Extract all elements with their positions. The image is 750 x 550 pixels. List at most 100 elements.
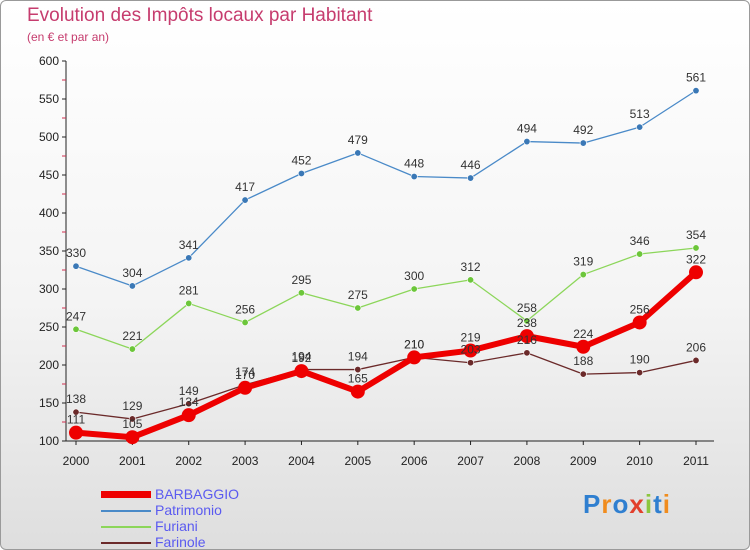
logo-letter: i xyxy=(662,489,671,519)
data-label-furiani: 281 xyxy=(179,283,199,297)
point-farinole xyxy=(467,359,475,367)
data-label-patrimonio: 304 xyxy=(122,266,142,280)
point-patrimonio xyxy=(692,87,700,95)
legend-swatch xyxy=(101,491,151,498)
point-farinole xyxy=(354,366,362,374)
point-furiani xyxy=(579,271,587,279)
data-label-furiani: 354 xyxy=(686,228,706,242)
data-label-furiani: 256 xyxy=(235,302,255,316)
y-tick-label: 500 xyxy=(39,130,59,144)
data-label-furiani: 319 xyxy=(573,255,593,269)
logo-letter: i xyxy=(644,489,654,519)
data-label-patrimonio: 446 xyxy=(461,158,481,172)
data-label-patrimonio: 341 xyxy=(179,238,199,252)
line-barbaggio xyxy=(75,270,698,441)
data-label-barbaggio: 111 xyxy=(67,413,86,427)
data-label-farinole: 203 xyxy=(461,343,481,357)
x-tick-label: 2006 xyxy=(401,454,428,468)
data-label-furiani: 275 xyxy=(348,288,368,302)
point-barbaggio xyxy=(181,408,196,423)
data-label-farinole: 138 xyxy=(66,392,86,406)
data-label-barbaggio: 224 xyxy=(573,327,593,341)
legend-swatch xyxy=(101,510,151,512)
data-label-furiani: 312 xyxy=(461,260,481,274)
logo-letter: r xyxy=(601,489,613,519)
point-furiani xyxy=(128,345,136,353)
logo-letter: x xyxy=(629,489,645,519)
x-tick-label: 2004 xyxy=(288,454,315,468)
x-tick-label: 2008 xyxy=(514,454,541,468)
legend-label: BARBAGGIO xyxy=(155,486,240,502)
point-barbaggio xyxy=(689,265,703,280)
data-label-patrimonio: 417 xyxy=(235,180,255,194)
point-farinole xyxy=(579,370,587,378)
y-tick-label: 400 xyxy=(39,206,59,220)
data-label-furiani: 295 xyxy=(291,273,311,287)
point-furiani xyxy=(241,318,249,326)
data-label-barbaggio: 105 xyxy=(122,417,142,431)
data-label-furiani: 221 xyxy=(122,329,142,343)
point-farinole xyxy=(636,369,644,377)
point-furiani xyxy=(692,244,700,252)
axes: 100 150 200 250 300 350 400 450 500 550 600 2000 200… xyxy=(39,54,714,468)
x-tick-label: 2000 xyxy=(63,454,90,468)
data-label-patrimonio: 494 xyxy=(517,122,537,136)
point-farinole xyxy=(692,356,700,364)
point-patrimonio xyxy=(241,196,249,204)
logo-letter: o xyxy=(612,489,630,519)
point-barbaggio xyxy=(519,329,534,344)
legend-swatch xyxy=(101,526,151,528)
point-patrimonio xyxy=(636,123,644,131)
point-furiani xyxy=(297,289,305,297)
point-patrimonio xyxy=(297,169,305,177)
data-label-barbaggio: 322 xyxy=(686,252,706,266)
chart-title: Evolution des Impôts locaux par Habitant xyxy=(27,5,373,26)
data-label-farinole: 206 xyxy=(686,340,706,354)
data-label-barbaggio: 219 xyxy=(461,331,481,345)
data-label-patrimonio: 492 xyxy=(573,123,593,137)
point-furiani xyxy=(467,276,475,284)
point-patrimonio xyxy=(72,262,80,270)
point-patrimonio xyxy=(185,254,193,262)
point-barbaggio xyxy=(632,315,647,330)
point-furiani xyxy=(410,285,418,293)
series-lines xyxy=(69,87,703,445)
point-patrimonio xyxy=(523,138,531,146)
y-tick-label: 200 xyxy=(39,358,59,372)
logo-letter: t xyxy=(653,489,663,519)
y-tick-label: 450 xyxy=(39,168,59,182)
data-label-patrimonio: 513 xyxy=(630,107,650,121)
proxiti-logo: Proxiti xyxy=(583,489,671,520)
x-tick-label: 2003 xyxy=(232,454,259,468)
line-furiani xyxy=(75,247,697,350)
data-label-farinole: 188 xyxy=(573,354,593,368)
data-label-barbaggio: 238 xyxy=(517,316,537,330)
data-label-farinole: 129 xyxy=(122,399,142,413)
x-tick-label: 2002 xyxy=(175,454,202,468)
y-tick-label: 150 xyxy=(39,396,59,410)
point-furiani xyxy=(523,317,531,325)
data-label-farinole: 174 xyxy=(235,365,255,379)
point-barbaggio xyxy=(463,343,478,358)
point-barbaggio xyxy=(125,430,140,445)
data-label-farinole: 210 xyxy=(404,337,424,351)
data-label-farinole: 194 xyxy=(348,350,368,364)
point-patrimonio xyxy=(128,282,136,290)
logo-letter: P xyxy=(583,489,602,519)
x-tick-label: 2007 xyxy=(457,454,484,468)
point-farinole xyxy=(128,415,136,423)
x-tick-label: 2001 xyxy=(119,454,146,468)
point-barbaggio xyxy=(238,380,253,395)
line-patrimonio xyxy=(75,90,697,287)
data-labels: 330 304 341 417 452 479 448 446 494 492 513 561 247 2… xyxy=(66,71,706,432)
chart-subtitle: (en € et par an) xyxy=(27,30,110,44)
y-tick-label: 350 xyxy=(39,244,59,258)
data-label-farinole: 194 xyxy=(291,350,311,364)
x-tick-label: 2009 xyxy=(570,454,597,468)
data-label-furiani: 300 xyxy=(404,269,424,283)
point-barbaggio xyxy=(576,339,591,354)
point-barbaggio xyxy=(69,425,83,440)
point-farinole xyxy=(523,349,531,357)
point-patrimonio xyxy=(410,173,418,181)
data-label-furiani: 346 xyxy=(630,234,650,248)
